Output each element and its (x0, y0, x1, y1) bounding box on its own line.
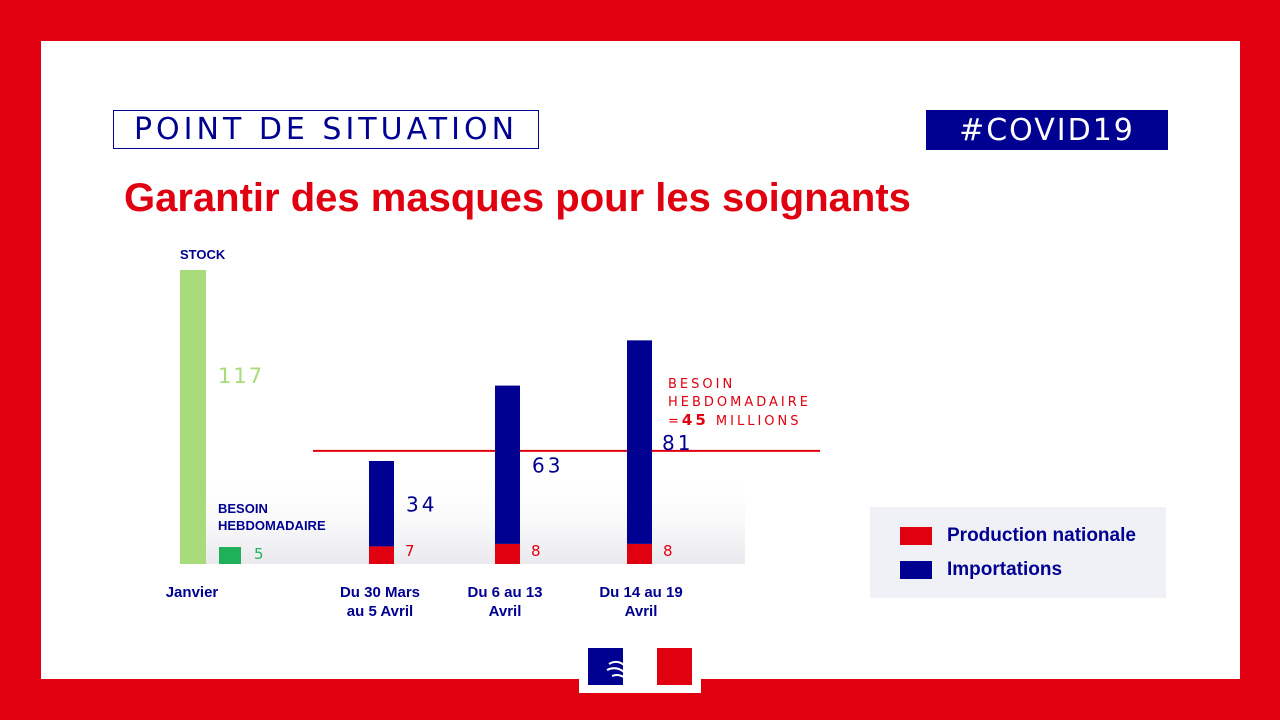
legend-label-production: Production nationale (947, 525, 1136, 546)
category-label-1: Du 30 Mars au 5 Avril (340, 584, 420, 620)
stock-label: STOCK (180, 247, 226, 262)
category-label-3-line1: Du 14 au 19 (599, 584, 682, 601)
weekly-need-label-line2: HEBDOMADAIRE (668, 395, 811, 410)
weekly-need-label-line1: BESOIN (668, 377, 735, 392)
category-label-2: Du 6 au 13 Avril (467, 584, 542, 620)
weekly-need-suffix: MILLIONS (709, 414, 802, 429)
legend-item-production: Production nationale (900, 525, 1136, 547)
january-need-marker (219, 547, 241, 564)
weekly-need-prefix: = (668, 414, 682, 429)
category-label-2-line2: Avril (489, 603, 522, 620)
weekly-need-value: 45 (682, 411, 709, 429)
category-label-1-line2: au 5 Avril (347, 603, 413, 620)
bar-production-2 (495, 543, 520, 564)
production-value-label-1: 7 (405, 542, 415, 560)
january-need-label-line1: BESOIN (218, 501, 268, 516)
january-need-value-label: 5 (254, 545, 264, 563)
legend-swatch-production (900, 527, 932, 545)
legend-label-imports: Importations (947, 559, 1063, 580)
production-value-label-3: 8 (663, 542, 673, 560)
bar-production-3 (627, 543, 652, 564)
stock-bar (180, 270, 206, 564)
page-title: Garantir des masques pour les soignants (124, 176, 911, 220)
bar-imports-2 (495, 385, 520, 544)
category-label-2-line1: Du 6 au 13 (467, 584, 542, 601)
marianne-emblem-icon (588, 648, 692, 685)
category-label-3: Du 14 au 19 Avril (599, 584, 682, 620)
category-label-0: Janvier (166, 584, 219, 601)
legend-swatch-imports (900, 561, 932, 579)
category-label-1-line1: Du 30 Mars (340, 584, 420, 601)
covid-hashtag: #COVID19 (926, 110, 1168, 150)
imports-value-label-3: 81 (662, 431, 693, 455)
category-label-3-line2: Avril (625, 603, 658, 620)
situation-tag: POINT DE SITUATION (113, 110, 539, 149)
january-need-label-line2: HEBDOMADAIRE (218, 518, 326, 533)
imports-value-label-2: 63 (532, 454, 563, 478)
imports-value-label-1: 34 (406, 493, 437, 517)
bar-imports-1 (369, 460, 394, 547)
bar-production-1 (369, 546, 394, 564)
bar-imports-3 (627, 340, 652, 544)
stock-value-label: 117 (218, 364, 264, 388)
legend: Production nationale Importations (870, 507, 1166, 598)
weekly-need-label-line3: =45 MILLIONS (668, 411, 802, 429)
republic-logo (579, 640, 701, 693)
legend-item-imports: Importations (900, 559, 1062, 581)
production-value-label-2: 8 (531, 542, 541, 560)
chart-floor-shade (205, 470, 745, 564)
